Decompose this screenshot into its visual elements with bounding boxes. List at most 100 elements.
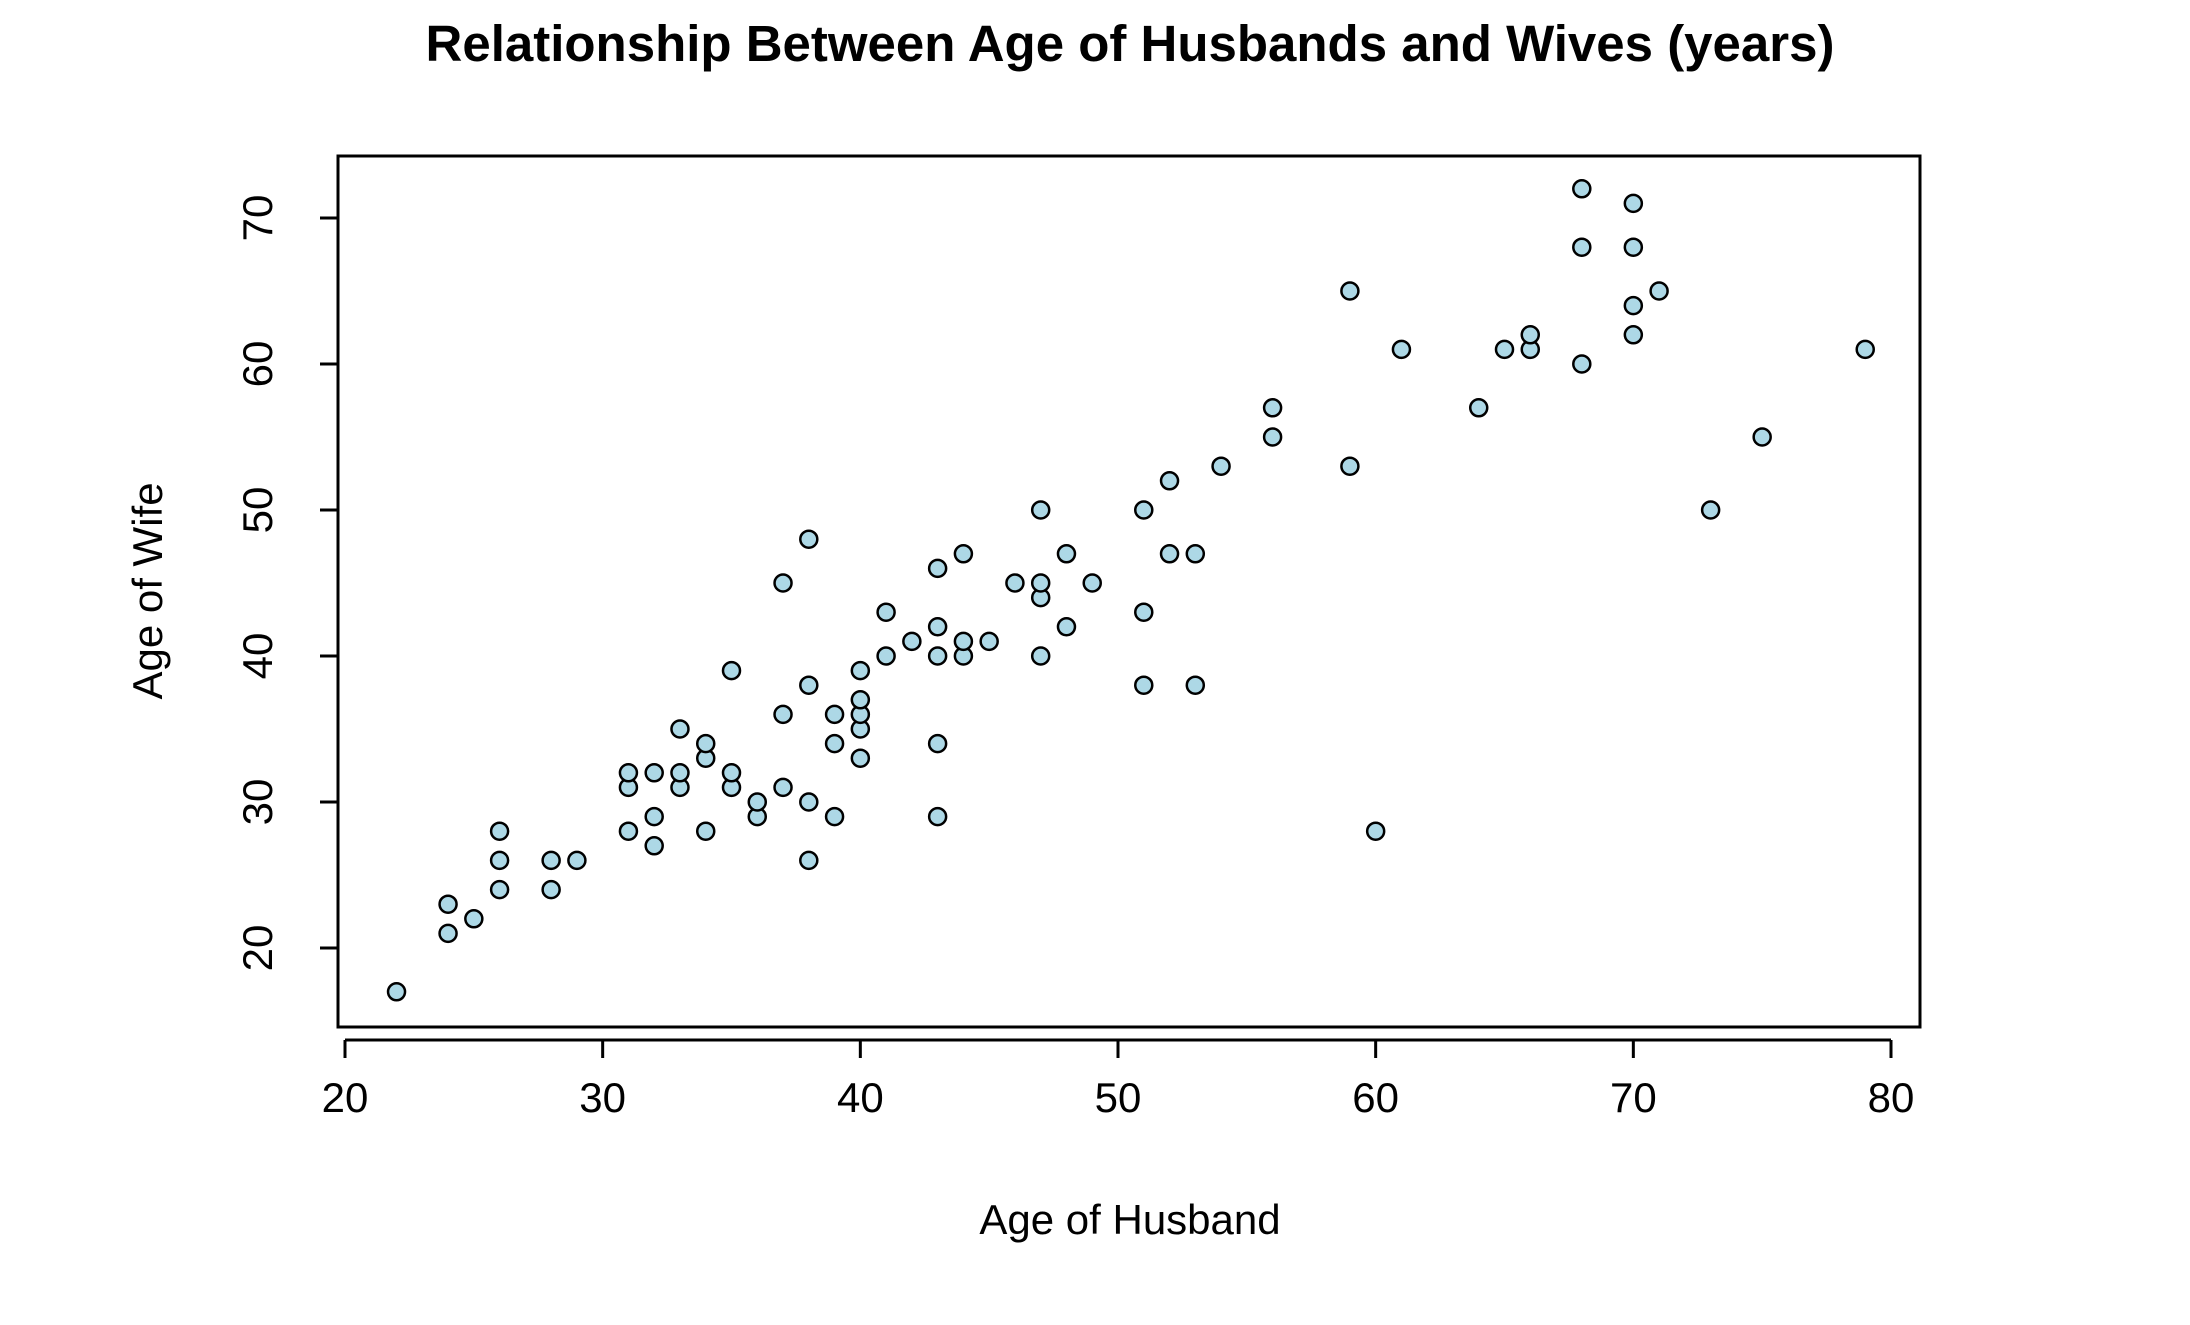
x-axis-label: Age of Husband (979, 1196, 1280, 1243)
data-point (695, 733, 716, 754)
data-point (927, 558, 948, 579)
data-point (644, 806, 664, 827)
data-point (1056, 617, 1077, 637)
data-point (1649, 281, 1669, 301)
data-point (721, 660, 742, 681)
y-tick-label: 20 (234, 925, 281, 972)
data-point (644, 763, 664, 783)
x-tick-label: 50 (1095, 1074, 1142, 1121)
data-point (541, 850, 561, 871)
data-point (850, 690, 871, 710)
data-point (1030, 500, 1051, 520)
data-point (1082, 573, 1102, 593)
data-point (799, 850, 819, 871)
data-point (618, 763, 639, 783)
data-points (386, 179, 1875, 1002)
y-tick-label: 30 (234, 779, 281, 826)
data-point (1572, 237, 1592, 257)
data-point (1056, 544, 1077, 564)
data-point (1262, 427, 1283, 447)
data-point (1134, 675, 1154, 695)
data-point (876, 646, 896, 666)
data-point (1185, 675, 1206, 695)
data-point (850, 748, 871, 768)
data-point (927, 617, 948, 637)
data-point (438, 894, 458, 914)
plot-frame (336, 154, 1922, 1029)
data-point (1468, 398, 1489, 418)
data-point (773, 777, 793, 798)
data-point (927, 646, 948, 666)
data-point (799, 529, 819, 549)
data-point (773, 704, 793, 725)
data-point (1159, 471, 1180, 491)
data-point (1520, 325, 1541, 345)
data-point (489, 879, 510, 900)
y-tick-label: 50 (234, 487, 281, 534)
data-point (567, 850, 587, 871)
data-point (1005, 573, 1025, 593)
data-point (644, 836, 664, 856)
data-point (1134, 602, 1154, 622)
data-point (953, 631, 974, 652)
x-tick-label: 40 (837, 1074, 884, 1121)
data-point (1572, 354, 1592, 374)
data-point (773, 573, 793, 593)
data-point (489, 850, 510, 871)
y-axis: 20 30 40 50 60 70 (234, 195, 340, 972)
x-tick-label: 60 (1352, 1074, 1399, 1121)
x-axis: 20 30 40 50 60 70 80 (322, 1038, 1915, 1121)
data-point (1623, 295, 1644, 316)
x-tick-label: 70 (1610, 1074, 1657, 1121)
data-point (1623, 237, 1644, 257)
data-point (850, 660, 871, 681)
data-point (1623, 325, 1644, 345)
data-point (721, 763, 742, 783)
data-point (1752, 427, 1772, 447)
data-point (695, 821, 716, 841)
data-point (1262, 398, 1283, 418)
data-point (979, 631, 999, 652)
data-point (1159, 544, 1180, 564)
data-point (1855, 339, 1875, 360)
x-tick-label: 30 (579, 1074, 626, 1121)
data-point (670, 763, 690, 783)
data-point (824, 806, 845, 827)
data-point (799, 792, 819, 812)
data-point (1340, 456, 1360, 476)
x-tick-label: 20 (322, 1074, 369, 1121)
data-point (1134, 500, 1154, 520)
y-tick-label: 40 (234, 633, 281, 680)
data-point (1211, 456, 1231, 476)
data-point (1185, 544, 1206, 564)
data-point (618, 821, 639, 841)
data-point (1572, 179, 1592, 199)
data-point (1365, 821, 1386, 841)
chart-title: Relationship Between Age of Husbands and… (426, 15, 1835, 72)
data-point (541, 879, 561, 900)
data-point (953, 544, 974, 564)
y-axis-label: Age of Wife (124, 482, 171, 699)
data-point (1700, 500, 1721, 520)
data-point (902, 631, 922, 652)
data-point (824, 733, 845, 754)
y-tick-label: 60 (234, 341, 281, 388)
data-point (464, 909, 484, 929)
data-point (799, 675, 819, 695)
data-point (386, 982, 407, 1002)
data-point (1623, 193, 1644, 214)
data-point (1030, 573, 1051, 593)
data-point (876, 602, 896, 622)
data-point (489, 821, 510, 841)
data-point (438, 923, 458, 944)
data-point (927, 733, 948, 754)
data-point (1340, 281, 1360, 301)
data-point (824, 704, 845, 725)
data-point (1494, 339, 1515, 360)
data-point (747, 792, 768, 812)
y-tick-label: 70 (234, 195, 281, 242)
data-point (670, 719, 690, 739)
x-tick-label: 80 (1868, 1074, 1915, 1121)
data-point (927, 806, 948, 827)
